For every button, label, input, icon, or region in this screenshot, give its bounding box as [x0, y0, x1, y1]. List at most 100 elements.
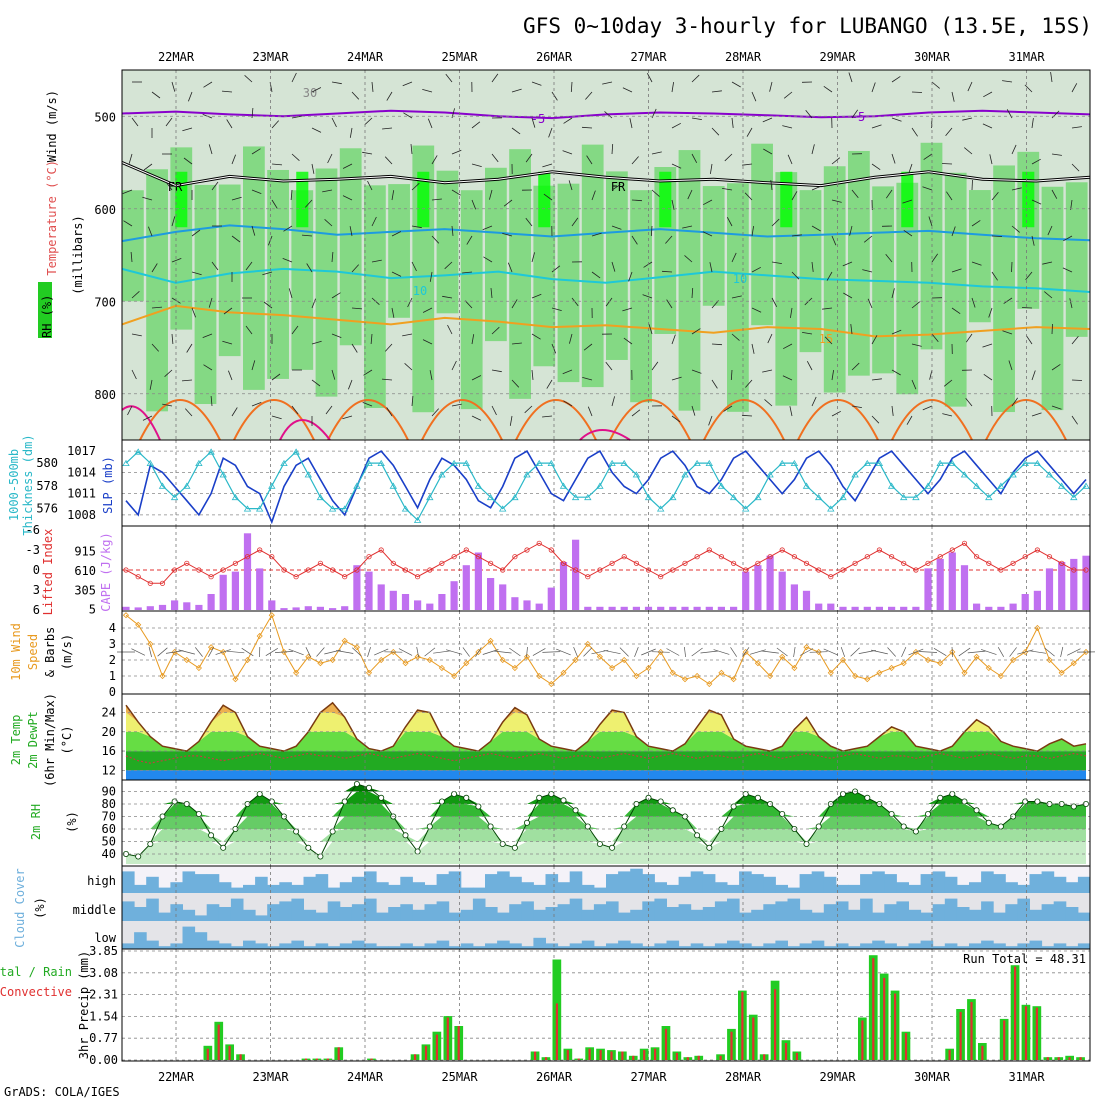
cloud-bar [581, 884, 595, 893]
wind-barb [671, 334, 676, 345]
wind-barb [871, 124, 882, 129]
thickness-point [195, 459, 203, 466]
panel-frame [121, 525, 1091, 612]
wind-point [195, 664, 202, 672]
rh-point [657, 798, 664, 805]
rh-point [973, 807, 980, 814]
precip-conv-bar [784, 1043, 788, 1060]
wind-barb [982, 123, 993, 129]
axis-label: (m/s) [60, 634, 74, 670]
rh-shade [146, 169, 168, 412]
precip-conv-bar [981, 1045, 984, 1060]
wind-point [852, 672, 859, 680]
wind-barb [208, 144, 213, 155]
cape-bar [742, 571, 750, 610]
wind-barb [351, 307, 363, 310]
wind-barb [587, 406, 593, 417]
wind-barb [186, 343, 193, 353]
rh-point [402, 832, 409, 839]
axis-label: Convective [0, 985, 72, 999]
cape-bar [620, 606, 628, 610]
wind-barb [651, 189, 660, 197]
wind-barb [903, 229, 913, 237]
li-point [390, 560, 396, 566]
rh-point [779, 811, 786, 818]
wind-barb [942, 413, 953, 417]
wind-barb [411, 395, 414, 407]
wind-point [548, 680, 555, 688]
thickness-point [438, 471, 446, 478]
rh-point [803, 841, 810, 848]
wind-barb [251, 189, 262, 194]
wind-barb [551, 265, 561, 273]
wind-barb [165, 181, 173, 191]
wind-barb [325, 405, 333, 415]
thickness-point [255, 505, 264, 512]
thickness-point [1021, 459, 1029, 466]
wind-barb [262, 271, 273, 276]
rh-point [912, 828, 919, 835]
cloud-bar [230, 887, 244, 893]
cape-bar [487, 578, 495, 610]
wind-barb [928, 216, 933, 227]
wind-barb [322, 189, 333, 193]
cloud-bar [533, 937, 546, 949]
li-point [937, 554, 943, 560]
precip-conv-bar [424, 1045, 428, 1060]
y-tick-label: 500 [94, 110, 116, 124]
wind-barb [444, 261, 453, 270]
wind-barb [410, 144, 413, 155]
wind-barb [271, 415, 282, 420]
cape-bar [523, 600, 531, 610]
cape-bar [316, 606, 324, 610]
li-point [973, 554, 980, 560]
wind-point [949, 648, 956, 656]
cloud-bar [279, 882, 292, 893]
li-point [427, 567, 433, 573]
wind-barb [382, 127, 393, 130]
wind-barb [411, 225, 422, 229]
wind-barb [691, 647, 703, 657]
wind-barb [151, 91, 161, 99]
li-point [257, 547, 263, 553]
y-tick-label: 3 [109, 637, 116, 651]
rh-point [572, 807, 579, 814]
wind-barb [761, 650, 779, 654]
rh-shade [243, 146, 265, 390]
wind-barb [583, 647, 593, 657]
axis-label: 1000-500mb [7, 449, 21, 521]
thickness-point [547, 459, 556, 466]
cape-bar [584, 606, 592, 610]
wind-barb [403, 112, 413, 119]
axis-label: 2m Temp [9, 715, 23, 766]
cloud-bar [206, 874, 220, 893]
cloud-bar [969, 943, 982, 949]
wind-barb [271, 199, 278, 209]
wind-point [779, 653, 786, 660]
rh-shade [315, 168, 338, 397]
cape-bar [1082, 555, 1090, 610]
wind-barb [211, 181, 219, 191]
li-point [281, 567, 287, 573]
cloud-bar [400, 943, 413, 949]
rh-point [596, 841, 603, 848]
cloud-bar [606, 874, 619, 893]
wind-barb [162, 403, 173, 407]
axis-label: SLP (mb) [101, 456, 115, 514]
wind-barb [783, 91, 793, 99]
thickness-point [778, 459, 786, 466]
cloud-bar [327, 946, 341, 949]
thickness-point [802, 482, 811, 489]
y-tick-label: 3 [33, 583, 40, 597]
cloud-bar [339, 882, 353, 893]
wind-barb [490, 288, 493, 299]
wind-barb [491, 326, 500, 335]
wind-barb [641, 648, 656, 656]
wind-barb [311, 127, 322, 133]
cape-bar [207, 594, 215, 610]
wind-barb [556, 648, 571, 656]
li-point [159, 580, 166, 586]
precip-conv-bar [555, 1003, 558, 1060]
wind-barb [571, 297, 579, 307]
rh-band [126, 784, 1086, 792]
